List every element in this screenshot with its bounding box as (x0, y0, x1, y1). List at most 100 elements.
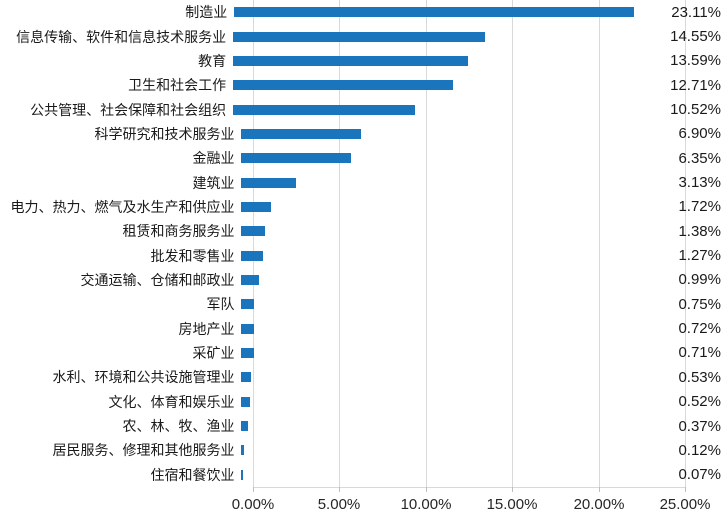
category-label: 农、林、牧、渔业 (122, 418, 235, 435)
value-label: 3.13% (678, 174, 721, 192)
value-label: 0.07% (678, 466, 721, 484)
axis-tick (599, 487, 600, 492)
gridline (685, 0, 686, 487)
gridline (339, 0, 340, 487)
value-label: 6.90% (678, 125, 721, 143)
bar-track (233, 73, 665, 97)
bar (241, 323, 254, 334)
bar-row: 卫生和社会工作 12.71% (0, 73, 721, 97)
bar (233, 80, 453, 91)
bar-track (241, 243, 673, 267)
bar (241, 347, 254, 358)
category-label: 租赁和商务服务业 (122, 223, 235, 240)
bar-row: 文化、体育和娱乐业 0.52% (0, 390, 721, 414)
category-label: 建筑业 (192, 174, 235, 191)
bar (241, 372, 251, 383)
category-label: 住宿和餐饮业 (150, 466, 235, 483)
bar-track (234, 0, 666, 24)
bar-track (241, 146, 673, 170)
value-label: 1.38% (678, 222, 721, 240)
category-label: 科学研究和技术服务业 (94, 125, 235, 142)
bar (241, 201, 272, 212)
bar-row: 科学研究和技术服务业 6.90% (0, 122, 721, 146)
bar-rows: 制造业 23.11% 信息传输、软件和信息技术服务业 14.55% 教育 13.59% 卫生… (0, 0, 721, 487)
bar-track (241, 341, 673, 365)
category-label: 教育 (198, 52, 227, 69)
value-label: 0.52% (678, 393, 721, 411)
bar-track (241, 195, 673, 219)
bar (233, 31, 485, 42)
bar (233, 55, 468, 66)
bar-row: 住宿和餐饮业 0.07% (0, 463, 721, 487)
bar-row: 建筑业 3.13% (0, 170, 721, 194)
bar (241, 226, 266, 237)
x-axis-tick-label: 25.00% (659, 496, 711, 513)
value-label: 13.59% (670, 52, 721, 70)
bar (241, 128, 361, 139)
bar-track (241, 463, 673, 487)
bar-row: 水利、环境和公共设施管理业 0.53% (0, 365, 721, 389)
value-label: 23.11% (671, 3, 721, 21)
value-label: 0.72% (678, 320, 721, 338)
bar-row: 租赁和商务服务业 1.38% (0, 219, 721, 243)
bar-row: 房地产业 0.72% (0, 316, 721, 340)
axis-tick (512, 487, 513, 492)
gridline (599, 0, 600, 487)
category-label: 房地产业 (178, 320, 235, 337)
bar (234, 7, 634, 18)
category-label: 公共管理、社会保障和社会组织 (30, 101, 227, 118)
bar-track (233, 97, 665, 121)
category-label: 采矿业 (192, 344, 235, 361)
category-label: 居民服务、修理和其他服务业 (52, 442, 235, 459)
bar-track (241, 390, 673, 414)
bar-track (241, 170, 673, 194)
x-axis-tick-label: 20.00% (573, 496, 625, 513)
x-axis-tick-label: 0.00% (231, 496, 275, 513)
bar (241, 299, 255, 310)
bar-row: 金融业 6.35% (0, 146, 721, 170)
bar (241, 250, 264, 261)
bar-track (241, 414, 673, 438)
category-label: 卫生和社会工作 (128, 77, 227, 94)
bar-row: 教育 13.59% (0, 49, 721, 73)
bar-track (241, 438, 673, 462)
value-label: 0.37% (678, 417, 721, 435)
value-label: 0.71% (678, 344, 721, 362)
bar-row: 农、林、牧、渔业 0.37% (0, 414, 721, 438)
category-label: 交通运输、仓储和邮政业 (80, 271, 235, 288)
bar-track (233, 49, 665, 73)
axis-tick (253, 487, 254, 492)
value-label: 0.75% (678, 295, 721, 313)
x-axis: 0.00% 5.00% 10.00% 15.00% 20.00% 25.00% (0, 494, 721, 516)
axis-tick (426, 487, 427, 492)
bar-track (241, 219, 673, 243)
bar-track (241, 268, 673, 292)
bar (241, 396, 251, 407)
bar (241, 445, 244, 456)
bar (241, 469, 243, 480)
bar-track (241, 292, 673, 316)
category-label: 电力、热力、燃气及水生产和供应业 (10, 198, 235, 215)
gridline (512, 0, 513, 487)
bar-row: 批发和零售业 1.27% (0, 243, 721, 267)
bar-row: 制造业 23.11% (0, 0, 721, 24)
value-label: 14.55% (670, 28, 721, 46)
category-label: 制造业 (185, 4, 228, 21)
bar-row: 军队 0.75% (0, 292, 721, 316)
bar-track (233, 24, 665, 48)
bar-track (241, 365, 673, 389)
category-label: 批发和零售业 (150, 247, 235, 264)
bar-row: 交通运输、仓储和邮政业 0.99% (0, 268, 721, 292)
bar (241, 177, 296, 188)
bar-row: 居民服务、修理和其他服务业 0.12% (0, 438, 721, 462)
bar-track (241, 316, 673, 340)
category-label: 水利、环境和公共设施管理业 (52, 369, 235, 386)
gridline (426, 0, 427, 487)
bar-row: 公共管理、社会保障和社会组织 10.52% (0, 97, 721, 121)
category-label: 军队 (206, 296, 235, 313)
bar-row: 采矿业 0.71% (0, 341, 721, 365)
bar (241, 153, 352, 164)
value-label: 0.53% (678, 368, 721, 386)
category-label: 信息传输、软件和信息技术服务业 (16, 28, 227, 45)
